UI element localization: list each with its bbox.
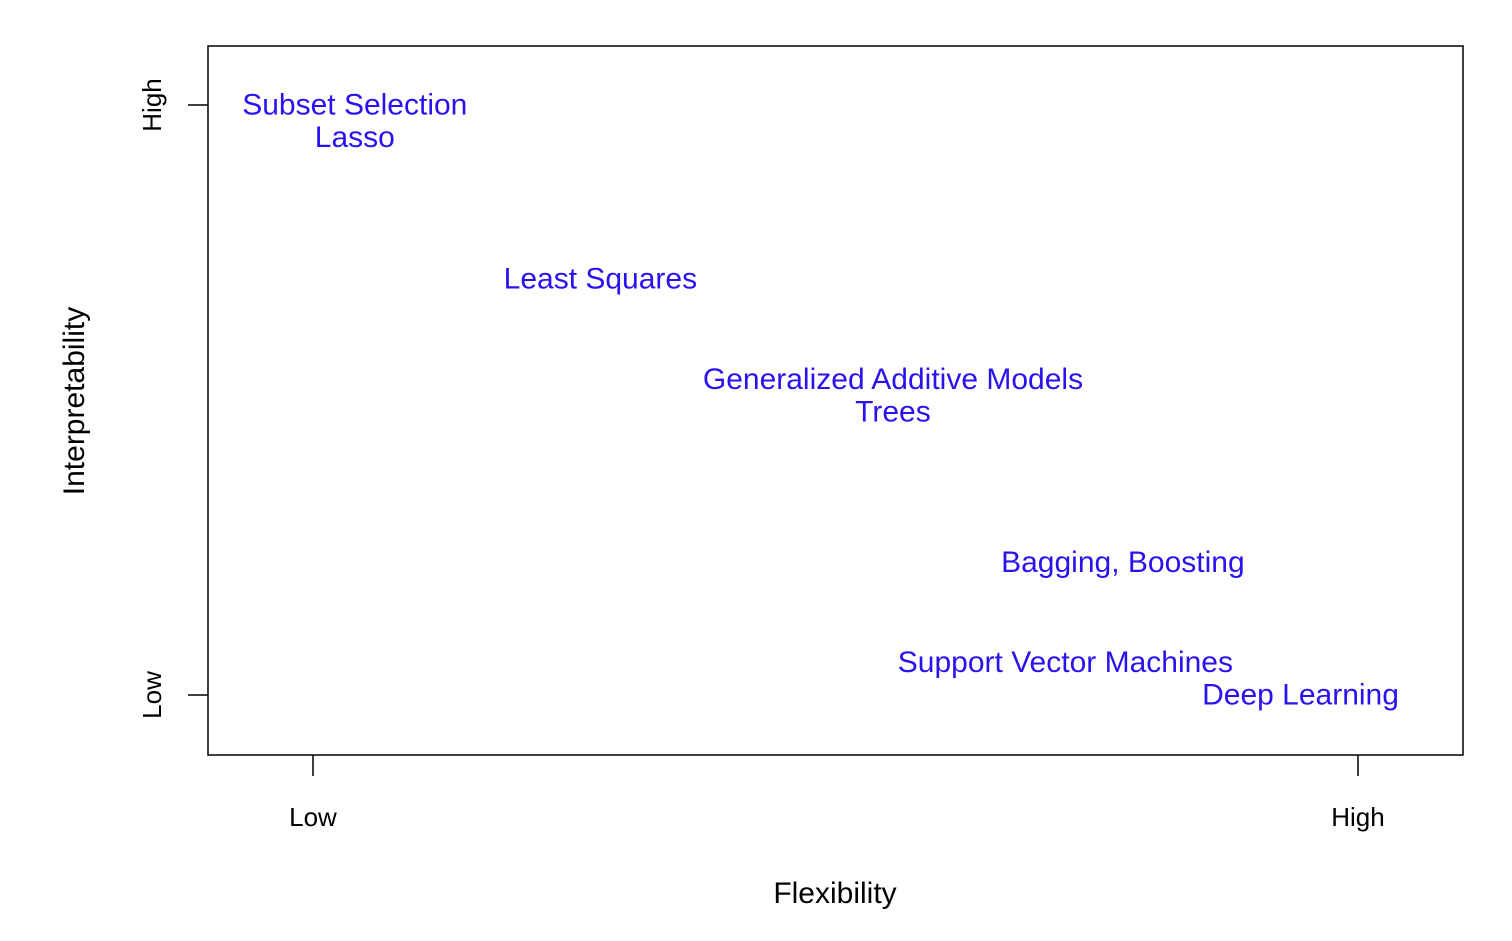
method-label: Deep Learning [1202,679,1399,712]
x-axis: Low High [289,755,1385,832]
method-label: Lasso [315,121,395,154]
y-tick-label: High [137,78,167,131]
method-label: Trees [855,395,931,428]
x-tick-label: High [1331,802,1384,832]
method-label: Bagging, Boosting [1001,546,1245,579]
y-tick-label: Low [137,671,167,719]
x-axis-title: Flexibility [773,877,896,910]
method-label: Least Squares [504,263,697,296]
x-tick-label: Low [289,802,337,832]
method-label: Support Vector Machines [898,646,1233,679]
y-axis-title: Interpretability [58,307,91,495]
method-label: Generalized Additive Models [703,363,1083,396]
plot-frame [207,45,1464,756]
y-axis: Low High [137,78,208,719]
method-label: Subset Selection [242,89,467,122]
